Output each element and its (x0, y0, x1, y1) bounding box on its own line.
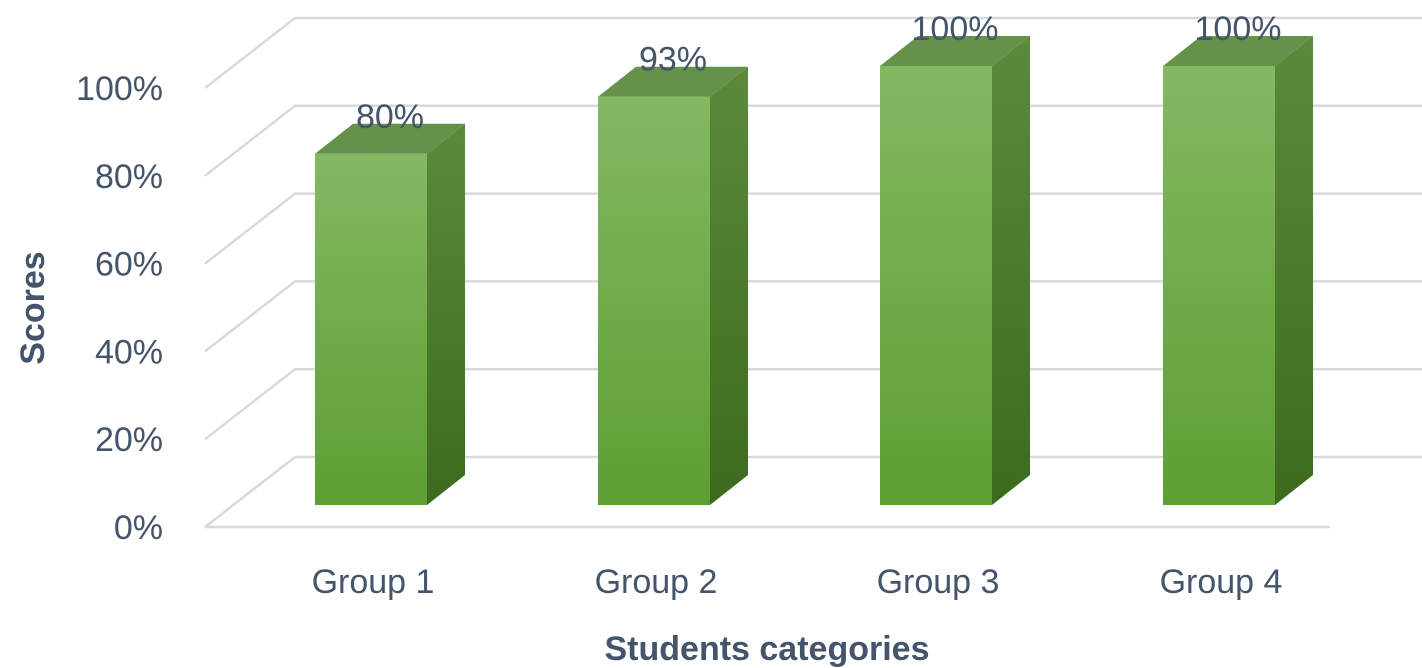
bar-side-face (992, 36, 1030, 505)
y-tick-label: 0% (114, 509, 163, 547)
bar-side-face (427, 123, 465, 506)
x-tick-label: Group 2 (595, 563, 718, 601)
data-labels: 80% 93% 100% 100% (356, 10, 1282, 136)
gridline-20 (204, 367, 1422, 441)
x-axis-ticks: Group 1 Group 2 Group 3 Group 4 (312, 563, 1283, 601)
data-label: 100% (912, 10, 999, 48)
data-label: 100% (1195, 10, 1282, 48)
bar-top-face (880, 36, 1030, 66)
bar-top-face (1163, 36, 1313, 66)
bar-top-face (598, 66, 748, 97)
y-axis-ticks: 0% 20% 40% 60% 80% 100% (76, 70, 163, 547)
bar-4 (1163, 36, 1313, 505)
y-tick-label: 60% (95, 246, 163, 284)
gridline-0 (204, 455, 1422, 528)
gridline-80 (204, 104, 1422, 177)
y-axis-title: Scores (14, 251, 52, 364)
data-label: 80% (356, 98, 424, 136)
bar-top-face (315, 123, 465, 154)
bar-front-face (1163, 66, 1275, 505)
x-axis-title: Students categories (605, 630, 930, 668)
x-tick-label: Group 1 (312, 563, 435, 601)
gridlines (204, 16, 1422, 529)
gridline-60 (204, 192, 1422, 265)
y-tick-label: 20% (95, 421, 163, 459)
data-label: 93% (639, 41, 707, 79)
bar-3 (880, 36, 1030, 505)
bar-front-face (880, 66, 992, 505)
gridline-100 (204, 16, 1422, 89)
bar-1 (315, 123, 465, 506)
bar-side-face (710, 66, 748, 505)
gridline-40 (204, 280, 1422, 353)
bar-front-face (598, 96, 710, 505)
y-tick-label: 40% (95, 333, 163, 371)
y-tick-label: 80% (95, 158, 163, 196)
bar-2 (598, 66, 748, 505)
bar-side-face (1275, 36, 1313, 505)
bars (315, 36, 1313, 506)
y-tick-label: 100% (76, 70, 163, 108)
x-tick-label: Group 4 (1160, 563, 1283, 601)
x-tick-label: Group 3 (877, 563, 1000, 601)
bar-front-face (315, 153, 427, 506)
